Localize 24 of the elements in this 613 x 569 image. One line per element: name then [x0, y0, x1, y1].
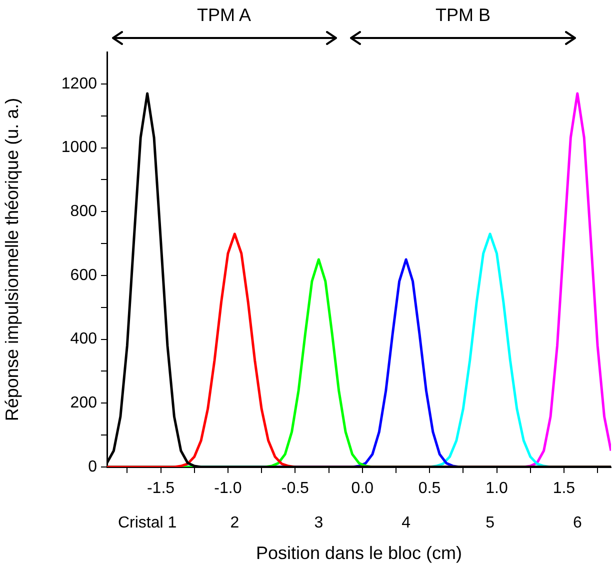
annotation: 6 — [572, 514, 582, 532]
y-tick-label: 0 — [88, 458, 98, 476]
x-tick-label: -1.5 — [146, 480, 175, 498]
y-tick-label: 1200 — [61, 75, 98, 92]
annotation: Cristal 1 — [118, 514, 177, 532]
annotation: 4 — [402, 514, 411, 532]
y-tick-label: 1000 — [61, 139, 98, 156]
y-tick-label: 600 — [70, 266, 98, 284]
x-tick-label: -1.0 — [214, 480, 242, 498]
x-tick-label: 0.0 — [351, 480, 374, 498]
annotation: 5 — [486, 514, 495, 532]
y-tick-label: 400 — [70, 330, 98, 348]
x-tick-label: 1.0 — [486, 480, 508, 498]
y-tick-label: 800 — [70, 203, 98, 220]
x-tick-label: 0.5 — [418, 480, 441, 498]
text: TPM A — [196, 4, 252, 25]
y-axis-title: Réponse impulsionnelle théorique (u. a.) — [2, 98, 22, 422]
x-tick-label: 1.5 — [552, 480, 576, 498]
text: TPM B — [435, 4, 491, 25]
annotation: 2 — [230, 514, 240, 532]
annotation: 3 — [314, 514, 324, 532]
x-axis-title: Position dans le bloc (cm) — [256, 543, 462, 564]
y-tick-label: 200 — [70, 394, 98, 412]
x-tick-label: -0.5 — [281, 480, 310, 498]
